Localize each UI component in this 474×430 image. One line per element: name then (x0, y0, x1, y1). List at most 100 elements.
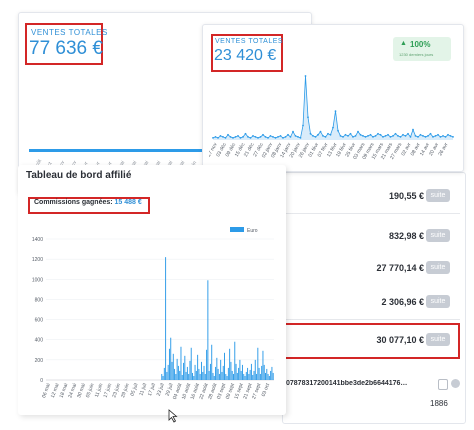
data-point (412, 128, 414, 131)
bar (230, 361, 232, 380)
suite-button[interactable]: suite (426, 333, 450, 346)
bar (268, 375, 270, 380)
bar (192, 372, 193, 380)
order-amount: 832,98 € (388, 231, 424, 241)
bar (184, 355, 186, 380)
data-point (327, 132, 329, 135)
highlight-box (211, 34, 283, 72)
x-tick-label: 04 août (172, 382, 184, 400)
data-point (404, 135, 407, 137)
data-point (224, 137, 227, 139)
data-point (442, 135, 444, 137)
data-point (357, 130, 359, 133)
y-tick-label: 200 (35, 358, 44, 364)
data-point (252, 135, 254, 137)
suite-button[interactable]: suite (426, 189, 450, 202)
x-tick-label: 12 mai (50, 383, 61, 399)
bar (168, 348, 170, 380)
bar (206, 349, 208, 380)
bar (249, 369, 251, 380)
order-count: 1886 (430, 399, 448, 408)
order-row: 190,55 € suite (286, 179, 460, 214)
y-tick-label: 800 (35, 297, 44, 303)
bar (226, 375, 228, 380)
bar (194, 364, 196, 380)
x-tick-label: 10 août (181, 382, 193, 400)
order-row: 27 770,14 € suite (286, 251, 460, 286)
bar (235, 363, 237, 380)
bar (244, 375, 246, 380)
bar (193, 375, 195, 380)
data-point (434, 135, 437, 137)
data-point (272, 136, 274, 138)
x-tick-label: 06 mai (41, 383, 52, 399)
data-point (444, 136, 447, 138)
data-point (264, 136, 267, 138)
data-point (279, 135, 282, 137)
legend-swatch (230, 227, 244, 232)
total-sales-label: VENTES TOTALES (215, 38, 284, 45)
bar (267, 373, 269, 380)
x-tick-label: 05 juil (129, 383, 139, 397)
data-point (217, 137, 219, 139)
x-tick-label: 05 juin (85, 382, 96, 398)
data-point (352, 136, 354, 138)
data-point (329, 133, 332, 136)
data-point (334, 110, 337, 112)
data-point (452, 136, 454, 138)
sales-baseline (29, 149, 209, 152)
data-point (419, 133, 422, 136)
data-point (317, 133, 319, 136)
data-point (369, 133, 372, 136)
data-point (267, 137, 269, 139)
trend-percent: 100% (410, 40, 431, 49)
data-point (237, 135, 239, 137)
data-point (292, 130, 294, 133)
commission-box (28, 197, 150, 214)
data-point (339, 135, 342, 137)
x-tick-label: 22 août (198, 382, 210, 400)
x-tick-label: 17 juin (103, 382, 114, 398)
commission-value: 15 488 € (114, 199, 142, 206)
refresh-icon[interactable] (451, 379, 460, 388)
bar (224, 352, 225, 380)
copy-icon[interactable] (438, 379, 448, 390)
bar (162, 375, 164, 380)
data-point (449, 135, 452, 137)
bar (203, 365, 205, 380)
bar (213, 375, 215, 380)
bar (195, 370, 197, 380)
data-point (244, 132, 247, 135)
data-point (239, 137, 242, 139)
data-point (309, 132, 312, 135)
data-point (427, 135, 429, 137)
suite-button[interactable]: suite (426, 229, 450, 242)
bar (217, 368, 219, 380)
data-point (424, 136, 427, 138)
suite-button[interactable]: suite (426, 295, 450, 308)
data-point (362, 135, 364, 137)
bar (270, 370, 272, 380)
bar (220, 359, 222, 380)
suite-button[interactable]: suite (426, 261, 450, 274)
data-point (344, 133, 347, 136)
bar (172, 353, 174, 380)
bar (185, 371, 187, 380)
bar (258, 367, 260, 380)
x-tick-label: 30 mai (76, 383, 87, 399)
bar (243, 373, 245, 380)
bar (250, 363, 252, 380)
data-point (249, 137, 252, 139)
order-amount: 27 770,14 € (376, 263, 424, 273)
x-tick-label: 28 août (207, 382, 219, 400)
order-hash[interactable]: 07878317200141bbe3de2b6644176… (286, 380, 408, 387)
x-tick-label: 23 juil (156, 383, 166, 397)
bar (171, 361, 173, 380)
bar (179, 370, 181, 380)
data-point (379, 133, 382, 136)
bar (177, 365, 179, 380)
bar (167, 364, 169, 380)
data-point (364, 136, 367, 138)
bar (188, 373, 190, 380)
